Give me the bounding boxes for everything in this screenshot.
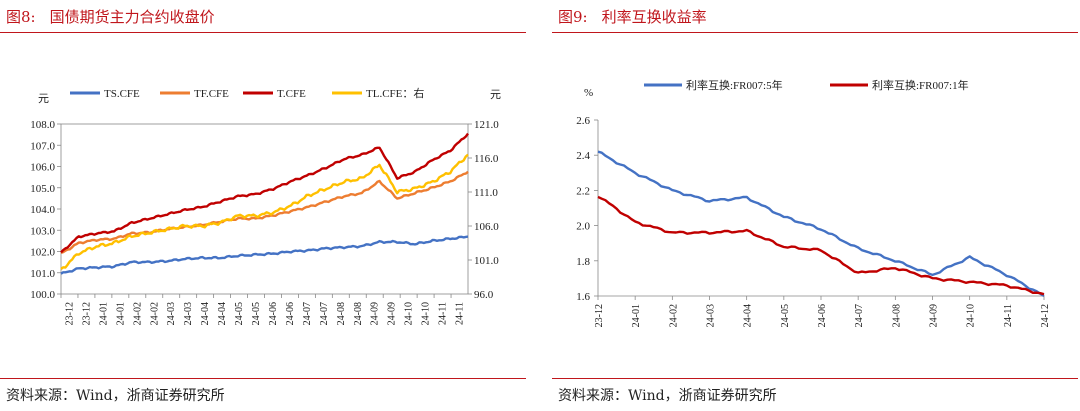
left-y-unit: 元 xyxy=(38,93,49,105)
left-y-tick-label: 107.0 xyxy=(30,140,55,152)
right-y-tick-label: 106.0 xyxy=(474,221,499,233)
x-tick-label: 24-01 xyxy=(98,302,109,325)
y-tick-label: 2.6 xyxy=(576,115,590,127)
x-tick-label: 24-02 xyxy=(149,302,160,325)
x-tick-label: 24-08 xyxy=(353,302,364,325)
figure-8-label: 图8: xyxy=(6,8,36,26)
x-tick-label: 24-08 xyxy=(336,302,347,325)
x-tick-label: 24-02 xyxy=(132,302,143,325)
left-y-tick-label: 106.0 xyxy=(30,162,55,174)
left-y-tick-label: 104.0 xyxy=(30,204,55,216)
series-line-irs-5y xyxy=(597,150,1045,298)
right-y-tick-label: 111.0 xyxy=(474,187,498,199)
figure-8-panel: 图8: 国债期货主力合约收盘价 100.0 101.0 102.0 103.0 104.0… xyxy=(0,0,528,411)
x-tick-label: 24-10 xyxy=(421,302,432,325)
x-tick-label: 24-05 xyxy=(234,302,245,325)
legend-label: TF.CFE xyxy=(194,88,229,100)
legend-label: TS.CFE xyxy=(104,88,140,100)
y-tick-label: 1.8 xyxy=(576,256,590,268)
top-rule xyxy=(0,32,526,33)
x-tick-label: 24-06 xyxy=(817,304,828,327)
bottom-rule xyxy=(0,378,526,379)
series-line-tlcfe xyxy=(60,153,469,270)
right-y-unit: 元 xyxy=(490,89,501,101)
figure-9-label: 图9: xyxy=(558,8,588,26)
x-tick-label: 24-02 xyxy=(668,304,679,327)
right-y-tick-label: 121.0 xyxy=(474,119,499,131)
legend-label: TL.CFE：右 xyxy=(366,86,424,100)
x-tick-label: 24-04 xyxy=(217,302,228,325)
x-tick-label: 24-09 xyxy=(929,304,940,327)
x-tick-label: 24-04 xyxy=(743,304,754,327)
y-tick-label: 2.2 xyxy=(576,185,590,197)
legend-label: T.CFE xyxy=(277,88,306,100)
x-tick-label: 24-07 xyxy=(854,304,865,327)
x-tick-label: 24-07 xyxy=(319,302,330,325)
figure-9-panel: 图9: 利率互换收益率 1.6 1.8 2.0 2.2 2.4 2.6% 23-12 24-01… xyxy=(552,0,1080,411)
figure-9-title-text: 利率互换收益率 xyxy=(601,8,707,26)
series-line-tcfe xyxy=(60,132,469,254)
x-tick-label: 24-06 xyxy=(285,302,296,325)
x-tick-label: 24-09 xyxy=(370,302,381,325)
x-tick-label: 24-09 xyxy=(387,302,398,325)
bottom-rule xyxy=(552,378,1078,379)
legend-label: 利率互换:FR007:5年 xyxy=(686,78,783,92)
plot-frame xyxy=(60,123,469,295)
left-y-tick-label: 105.0 xyxy=(30,183,55,195)
y-unit: % xyxy=(584,87,593,99)
x-tick-label: 24-10 xyxy=(404,302,415,325)
irs-yield-chart: 1.6 1.8 2.0 2.2 2.4 2.6% 23-12 24-01 24-02 24-03 2… xyxy=(576,78,1051,327)
series-line-tscfe xyxy=(60,235,469,275)
x-tick-label: 24-03 xyxy=(706,304,717,327)
x-tick-label: 24-12 xyxy=(1040,304,1051,327)
x-tick-label: 24-08 xyxy=(891,304,902,327)
left-y-tick-label: 100.0 xyxy=(30,289,55,301)
x-tick-label: 24-01 xyxy=(115,302,126,325)
series-line-tfcfe xyxy=(60,170,469,255)
x-tick-label: 23-12 xyxy=(81,302,92,325)
figure-9-title: 图9: 利率互换收益率 xyxy=(558,6,707,27)
right-y-tick-label: 116.0 xyxy=(474,153,499,165)
x-tick-label: 24-03 xyxy=(183,302,194,325)
x-tick-label: 24-05 xyxy=(251,302,262,325)
right-y-tick-label: 101.0 xyxy=(474,255,499,267)
x-tick-label: 24-10 xyxy=(966,304,977,327)
x-tick-label: 23-12 xyxy=(64,302,75,325)
top-rule xyxy=(552,32,1078,33)
x-tick-label: 24-04 xyxy=(200,302,211,325)
bond-futures-chart: 100.0 101.0 102.0 103.0 104.0 105.0 106.0 107.0… xyxy=(30,86,501,325)
left-y-tick-label: 102.0 xyxy=(30,247,55,259)
x-tick-label: 23-12 xyxy=(594,304,605,327)
left-y-tick-label: 101.0 xyxy=(30,268,55,280)
x-tick-label: 24-11 xyxy=(1003,304,1014,327)
left-y-tick-label: 103.0 xyxy=(30,225,55,237)
figure-9-source: 资料来源：Wind，浙商证券研究所 xyxy=(558,388,777,404)
x-tick-label: 24-07 xyxy=(302,302,313,325)
figure-8-title: 图8: 国债期货主力合约收盘价 xyxy=(6,6,215,27)
x-tick-label: 24-11 xyxy=(455,302,466,325)
y-tick-label: 2.0 xyxy=(576,221,590,233)
right-y-tick-label: 96.0 xyxy=(474,289,494,301)
x-tick-label: 24-03 xyxy=(166,302,177,325)
left-y-tick-label: 108.0 xyxy=(30,119,55,131)
x-tick-label: 24-06 xyxy=(268,302,279,325)
x-tick-label: 24-11 xyxy=(438,302,449,325)
y-tick-label: 1.6 xyxy=(576,291,590,303)
x-tick-label: 24-01 xyxy=(631,304,642,327)
figure-8-source: 资料来源：Wind，浙商证券研究所 xyxy=(6,388,225,404)
legend-label: 利率互换:FR007:1年 xyxy=(872,78,969,92)
x-tick-label: 24-05 xyxy=(780,304,791,327)
y-tick-label: 2.4 xyxy=(576,150,590,162)
series-line-irs-1y xyxy=(597,195,1045,296)
figure-8-title-text: 国债期货主力合约收盘价 xyxy=(49,8,215,26)
